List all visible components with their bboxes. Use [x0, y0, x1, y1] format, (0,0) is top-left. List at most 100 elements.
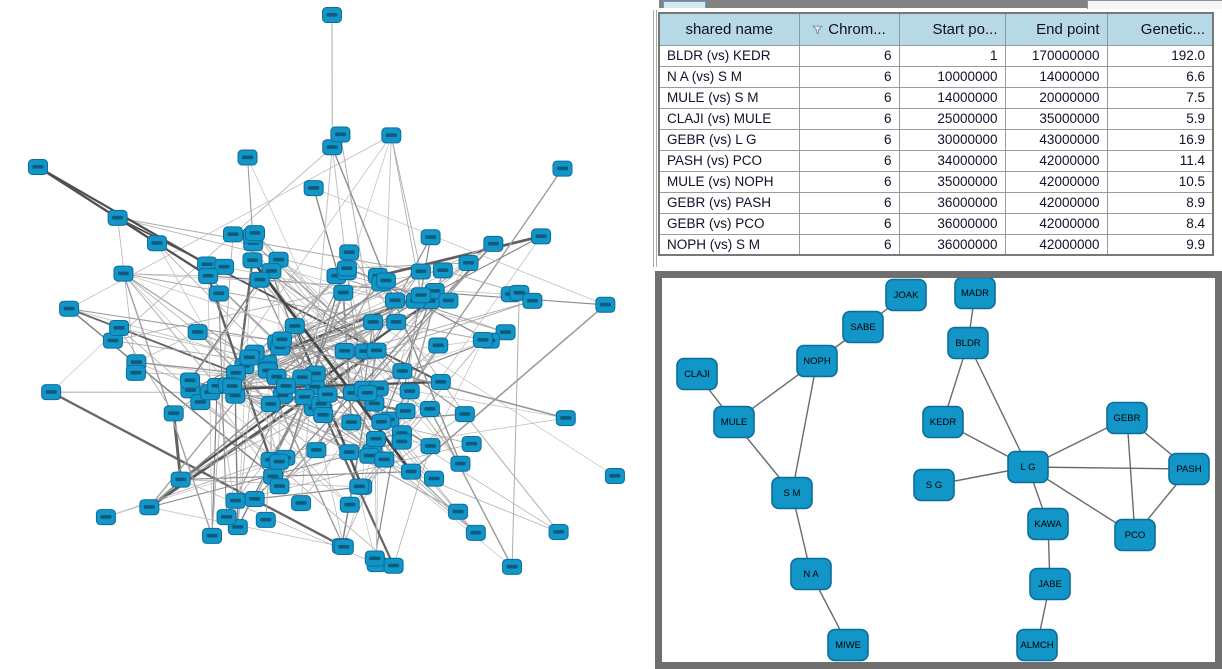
network-node-l-g[interactable]: L G — [1007, 450, 1049, 484]
network-node[interactable] — [410, 263, 431, 280]
network-node[interactable] — [428, 337, 449, 354]
table-row[interactable]: GEBR (vs) PCO 6 36000000 42000000 8.4 — [658, 212, 1214, 235]
network-node[interactable] — [292, 369, 313, 386]
network-node[interactable] — [531, 228, 552, 245]
network-node[interactable] — [371, 413, 392, 430]
network-node-joak[interactable]: JOAK — [885, 278, 927, 312]
network-node[interactable] — [59, 300, 80, 317]
network-node[interactable] — [330, 126, 351, 143]
network-node-miwe[interactable]: MIWE — [827, 628, 869, 662]
network-node[interactable] — [146, 235, 167, 252]
network-node[interactable] — [28, 159, 48, 175]
network-node[interactable] — [222, 226, 243, 243]
network-node-bldr[interactable]: BLDR — [947, 326, 989, 360]
network-node-kawa[interactable]: KAWA — [1027, 507, 1069, 541]
network-node-sabe[interactable]: SABE — [842, 310, 884, 344]
network-node-kedr[interactable]: KEDR — [922, 405, 964, 439]
network-node[interactable] — [95, 509, 116, 526]
network-edge-noph-s-m[interactable] — [791, 360, 818, 494]
network-node[interactable] — [222, 378, 243, 395]
network-node[interactable] — [208, 285, 229, 302]
network-node-gebr[interactable]: GEBR — [1106, 401, 1148, 435]
network-node[interactable] — [239, 349, 260, 366]
network-node[interactable] — [170, 471, 191, 488]
network-node[interactable] — [244, 491, 265, 508]
network-node[interactable] — [187, 324, 208, 341]
table-row[interactable]: PASH (vs) PCO 6 34000000 42000000 11.4 — [658, 149, 1214, 172]
network-node[interactable] — [333, 538, 354, 555]
network-node[interactable] — [495, 324, 516, 341]
network-node[interactable] — [180, 372, 201, 389]
network-node-noph[interactable]: NOPH — [796, 344, 838, 378]
network-node[interactable] — [432, 262, 453, 279]
network-node[interactable] — [349, 478, 370, 495]
network-node[interactable] — [374, 451, 395, 468]
detail-network-canvas[interactable]: JOAK MADR SABE BLDR NOPH CLAJI KEDR MULE GEBR L G… — [662, 278, 1215, 662]
network-node[interactable] — [604, 468, 625, 485]
network-node[interactable] — [225, 492, 246, 509]
column-header-chromosome[interactable]: Chrom... — [798, 12, 900, 46]
network-node[interactable] — [303, 180, 324, 197]
network-node[interactable] — [198, 267, 219, 284]
network-node[interactable] — [384, 292, 405, 309]
network-node[interactable] — [109, 319, 130, 336]
overview-network-canvas[interactable] — [0, 0, 648, 669]
table-row[interactable]: MULE (vs) NOPH 6 35000000 42000000 10.5 — [658, 170, 1214, 193]
column-header-start-position[interactable]: Start po... — [898, 12, 1006, 46]
network-node-pco[interactable]: PCO — [1114, 518, 1156, 552]
network-node[interactable] — [461, 435, 482, 452]
network-node[interactable] — [502, 558, 523, 575]
network-node[interactable] — [341, 414, 362, 431]
network-node[interactable] — [401, 463, 422, 480]
network-node[interactable] — [357, 384, 378, 401]
network-node-almch[interactable]: ALMCH — [1016, 628, 1058, 662]
network-node[interactable] — [438, 292, 459, 309]
network-node-n-a[interactable]: N A — [790, 557, 832, 591]
network-node[interactable] — [275, 378, 296, 395]
column-header-end-point[interactable]: End point — [1004, 12, 1108, 46]
network-node[interactable] — [113, 265, 134, 282]
network-node[interactable] — [333, 284, 354, 301]
network-node[interactable] — [242, 252, 263, 269]
network-node[interactable] — [214, 258, 235, 275]
network-node[interactable] — [284, 318, 305, 335]
table-row[interactable]: CLAJI (vs) MULE 6 25000000 35000000 5.9 — [658, 107, 1214, 130]
network-node[interactable] — [386, 314, 407, 331]
network-node-claji[interactable]: CLAJI — [676, 357, 718, 391]
network-node[interactable] — [322, 7, 342, 23]
network-node[interactable] — [448, 503, 469, 520]
network-node[interactable] — [163, 405, 184, 422]
network-node[interactable] — [306, 442, 327, 459]
network-node[interactable] — [271, 331, 292, 348]
network-node[interactable] — [363, 314, 384, 331]
network-node[interactable] — [391, 433, 412, 450]
network-node[interactable] — [419, 400, 440, 417]
network-node[interactable] — [483, 235, 504, 252]
column-header-shared-name[interactable]: shared name — [658, 12, 800, 46]
table-row[interactable]: GEBR (vs) L G 6 30000000 43000000 16.9 — [658, 128, 1214, 151]
network-node-s-g[interactable]: S G — [913, 468, 955, 502]
table-tab-fragment[interactable] — [663, 1, 706, 8]
network-node[interactable] — [317, 386, 338, 403]
network-node[interactable] — [365, 430, 386, 447]
network-node[interactable] — [366, 342, 387, 359]
network-node[interactable] — [522, 292, 543, 309]
network-node[interactable] — [139, 499, 160, 516]
network-node[interactable] — [381, 127, 402, 144]
network-node[interactable] — [454, 406, 475, 423]
table-row[interactable]: N A (vs) S M 6 10000000 14000000 6.6 — [658, 65, 1214, 88]
network-node[interactable] — [294, 389, 315, 406]
network-node[interactable] — [336, 260, 357, 277]
network-node[interactable] — [125, 364, 146, 381]
network-node[interactable] — [375, 272, 396, 289]
network-node-pash[interactable]: PASH — [1168, 452, 1210, 486]
network-node[interactable] — [424, 470, 445, 487]
network-node[interactable] — [313, 406, 334, 423]
network-edge-gebr-pco[interactable] — [1126, 417, 1136, 536]
network-node[interactable] — [339, 444, 360, 461]
network-node[interactable] — [339, 496, 360, 513]
network-node[interactable] — [430, 374, 451, 391]
network-node[interactable] — [291, 495, 312, 512]
network-node[interactable] — [548, 524, 569, 541]
network-node[interactable] — [420, 229, 441, 246]
